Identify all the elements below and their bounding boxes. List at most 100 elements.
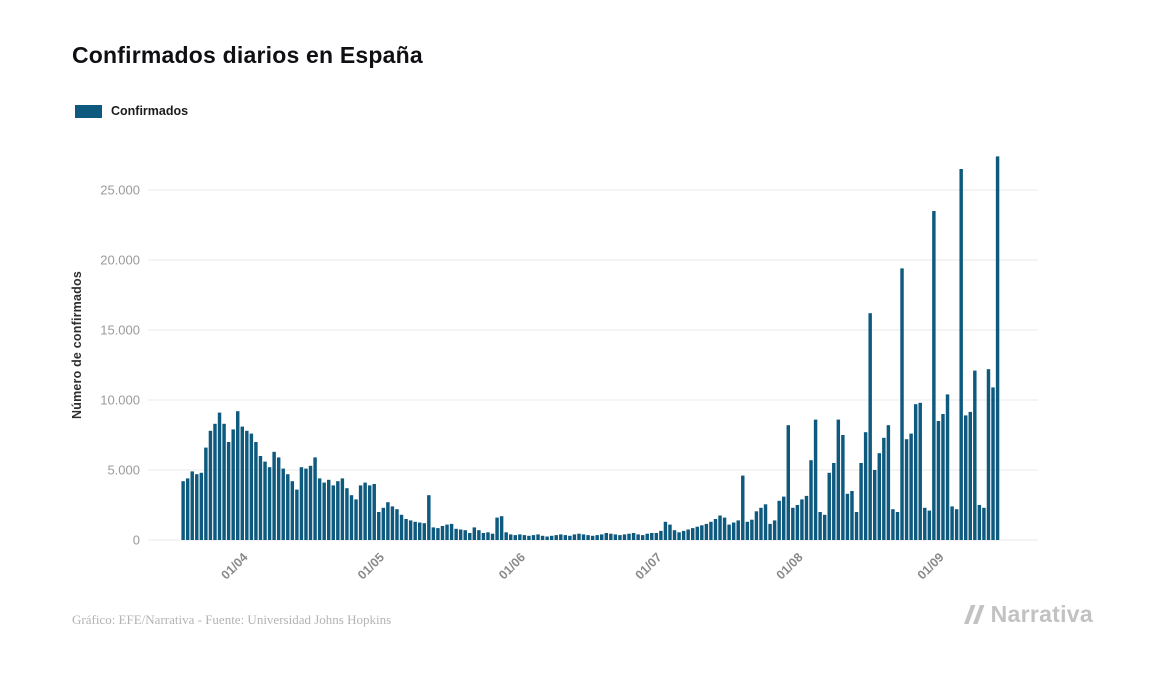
bar — [477, 530, 481, 540]
bar — [527, 535, 531, 540]
bar — [731, 522, 736, 540]
bar — [181, 481, 185, 540]
bar — [536, 534, 540, 540]
bar — [877, 453, 881, 540]
bar — [185, 478, 190, 540]
bar — [254, 442, 258, 540]
bar — [745, 521, 750, 540]
bar — [509, 534, 513, 540]
bar — [950, 506, 954, 540]
x-tick-label: 01/09 — [915, 550, 947, 582]
y-tick-label: 5.000 — [107, 463, 140, 478]
bar — [977, 505, 982, 540]
legend-swatch-confirmados — [75, 104, 102, 118]
bar — [995, 156, 1000, 540]
bar — [276, 457, 281, 540]
bar — [499, 516, 504, 540]
bar — [859, 463, 863, 540]
bar — [226, 442, 231, 540]
bar — [600, 534, 604, 540]
bar — [349, 495, 354, 540]
x-tick-label: 01/08 — [774, 550, 806, 582]
bar — [868, 313, 872, 540]
bar — [891, 509, 895, 540]
bar — [381, 507, 386, 540]
bar — [663, 521, 668, 540]
bar — [804, 495, 809, 540]
bar — [741, 475, 745, 540]
bar — [604, 533, 608, 540]
bar — [436, 528, 440, 540]
bar — [586, 535, 590, 540]
narrativa-mark-icon — [963, 605, 985, 624]
bar — [249, 433, 254, 540]
bar — [882, 437, 886, 540]
bar — [800, 499, 804, 540]
bar — [190, 471, 194, 540]
bar — [295, 489, 299, 540]
bar — [609, 533, 613, 540]
bar — [304, 468, 308, 540]
bar — [873, 470, 877, 540]
bar — [854, 512, 859, 540]
bar — [313, 457, 317, 540]
bar — [468, 533, 472, 540]
bar — [240, 426, 244, 540]
bar — [640, 535, 645, 540]
bar — [222, 423, 226, 540]
bar — [818, 512, 822, 540]
bar — [236, 411, 240, 540]
bar — [932, 211, 936, 540]
bar — [832, 463, 836, 540]
bar — [308, 465, 313, 540]
bar — [736, 520, 740, 540]
bar — [263, 461, 267, 540]
bar — [299, 467, 304, 540]
y-tick-label: 0 — [133, 533, 140, 548]
bar — [886, 425, 891, 540]
bar — [549, 535, 554, 540]
x-tick-label: 01/05 — [355, 550, 387, 582]
bar — [568, 535, 572, 540]
bar — [954, 509, 959, 540]
bar — [449, 523, 454, 540]
bar — [822, 514, 827, 540]
bar — [973, 370, 977, 540]
bar — [286, 474, 290, 540]
bar — [445, 524, 449, 540]
bar — [404, 519, 408, 540]
bar — [863, 432, 868, 540]
bar — [613, 534, 618, 540]
bar — [208, 430, 213, 540]
bar — [399, 514, 404, 540]
bar — [704, 523, 709, 540]
bar — [504, 532, 508, 540]
bar — [895, 512, 900, 540]
bar — [495, 517, 499, 540]
chart-title: Confirmados diarios en España — [72, 42, 423, 68]
bar — [317, 478, 322, 540]
bar — [668, 524, 672, 540]
bar — [809, 460, 813, 540]
bar — [531, 535, 536, 540]
bar — [590, 535, 595, 540]
bar — [486, 532, 490, 540]
bar — [217, 412, 222, 540]
bar — [195, 474, 199, 540]
bar — [650, 533, 654, 540]
bar — [900, 268, 904, 540]
bar — [695, 526, 699, 540]
bar — [577, 533, 581, 540]
bar — [513, 535, 517, 540]
bar — [345, 488, 349, 540]
bar — [659, 530, 663, 540]
bar — [936, 421, 941, 540]
bar — [331, 485, 335, 540]
bar — [945, 394, 950, 540]
legend: Confirmados — [75, 104, 188, 118]
bar — [336, 481, 340, 540]
bar — [213, 423, 217, 540]
bar — [231, 429, 235, 540]
y-tick-label: 15.000 — [100, 323, 140, 338]
bar — [522, 535, 527, 540]
